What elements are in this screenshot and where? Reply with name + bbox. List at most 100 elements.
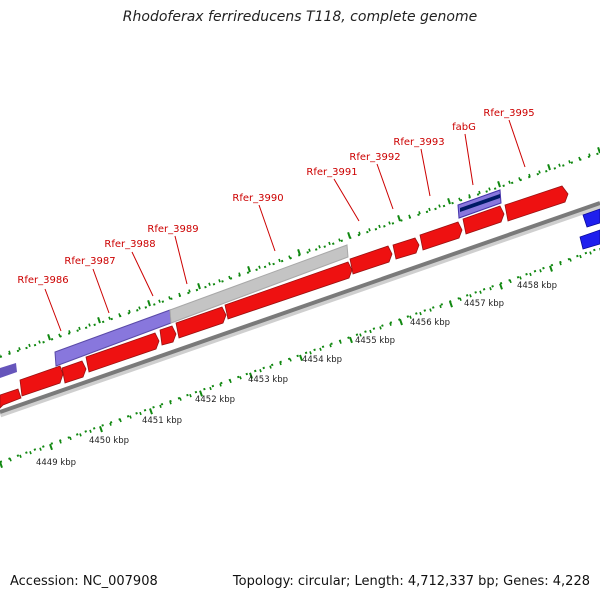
gene-arrow-partial[interactable] [0,388,22,409]
kbp-label-4452: 4452 kbp [195,395,235,405]
ruler-tick [349,336,353,344]
ruler-tick [429,308,432,312]
ruler-tick [268,262,271,266]
ruler-tick [497,180,501,188]
ruler-upper-ticks [0,146,600,357]
ruler-tick [28,343,31,348]
gene-label-rfer-3988[interactable]: Rfer_3988 [104,239,155,250]
ruler-tick [339,340,342,344]
reverse-gene-2[interactable] [579,229,600,250]
ruler-tick [347,231,351,239]
gene-label-rfer-3993[interactable]: Rfer_3993 [393,137,444,148]
ruler-tick [369,329,372,334]
ruler-tick [259,369,262,373]
ruler-tick [118,313,121,317]
gene-label-fabG[interactable]: fabG [452,122,476,133]
gene-arrow-10[interactable] [462,205,505,235]
ruler-lower-ticks [0,248,600,469]
gene-arrow-8[interactable] [392,237,420,260]
ruler-tick [159,404,162,409]
accession-text: Accession: NC_007908 [10,574,158,589]
ruler-tick [208,282,211,286]
gene-arrow-1[interactable] [19,365,64,397]
ruler-tick [518,177,521,181]
leader-rfer-3993 [420,148,431,197]
ruler-tick [297,248,301,256]
kbp-label-4457: 4457 kbp [464,299,504,309]
ruler-tick [469,294,472,298]
ruler-tick [358,231,361,235]
gene-arrow-4[interactable] [159,325,177,346]
ruler-tick [219,383,222,387]
gene-label-rfer-3987[interactable]: Rfer_3987 [64,256,115,267]
ruler-tick [468,194,471,198]
ruler-tick [8,350,11,354]
gene-label-rfer-3992[interactable]: Rfer_3992 [349,152,400,163]
reverse-gene-1[interactable] [582,208,600,228]
gene-arrow-6[interactable] [224,261,353,320]
ruler-tick [19,454,22,458]
ruler-tick [389,322,392,326]
ruler-tick [178,292,181,297]
ruler-tick [58,333,61,337]
ruler-tick [439,304,442,309]
kbp-label-4450: 4450 kbp [89,436,129,446]
feature-blue-left[interactable] [0,363,17,378]
ruler-tick [218,279,221,283]
ruler-tick [229,379,232,384]
gene-arrow-2[interactable] [61,360,87,384]
leader-rfer-3988 [131,251,154,297]
ruler-tick [399,318,403,326]
kbp-label-4455: 4455 kbp [355,336,395,346]
ruler-tick [409,315,412,319]
ruler-tick [247,265,251,273]
ruler-tick [359,333,362,337]
ruler-tick [278,258,281,263]
gene-arrow-9[interactable] [419,221,463,251]
ruler-tick [388,221,391,225]
gene-label-rfer-3990[interactable]: Rfer_3990 [232,193,283,204]
kbp-label-4449: 4449 kbp [36,458,76,468]
ruler-tick [79,433,82,437]
gene-label-rfer-3991[interactable]: Rfer_3991 [306,167,357,178]
gene-label-rfer-3986[interactable]: Rfer_3986 [17,275,68,286]
gene-arrow-5[interactable] [175,306,227,339]
ruler-tick [578,156,581,161]
ruler-tick [397,214,401,222]
gene-arrow-3[interactable] [85,332,160,373]
ruler-tick [0,461,3,469]
ruler-tick [228,275,231,280]
ruler-tick [539,269,542,273]
ruler-tick [509,279,512,284]
kbp-label-4451: 4451 kbp [142,416,182,426]
leader-rfer-3990 [258,204,276,252]
ruler-tick [188,289,191,293]
kbp-label-4456: 4456 kbp [410,318,450,328]
feature-gray-3989-3990[interactable] [169,244,349,324]
ruler-tick [97,316,101,324]
ruler-tick [197,282,201,290]
ruler-tick [588,153,591,157]
leader-rfer-3986 [44,288,62,332]
ruler-tick [279,361,282,366]
gene-label-rfer-3989[interactable]: Rfer_3989 [147,224,198,235]
gene-label-rfer-3995[interactable]: Rfer_3995 [483,108,534,119]
ruler-tick [78,326,81,331]
gene-arrow-7[interactable] [349,245,393,275]
ruler-tick [308,248,311,252]
ruler-tick [9,458,12,462]
ruler-tick [519,276,522,280]
ruler-tick [499,283,503,290]
ruler-tick [568,160,571,164]
ruler-tick [29,451,32,455]
ruler-tick [547,163,551,171]
ruler-tick [49,443,53,451]
ruler-tick [39,447,42,451]
gene-arrow-11[interactable] [504,185,569,222]
ruler-tick [169,401,172,405]
ruler-tick [158,299,161,303]
ruler-tick [199,390,203,397]
feature-fabG-navy [460,194,500,212]
leader-fabG [464,133,474,186]
